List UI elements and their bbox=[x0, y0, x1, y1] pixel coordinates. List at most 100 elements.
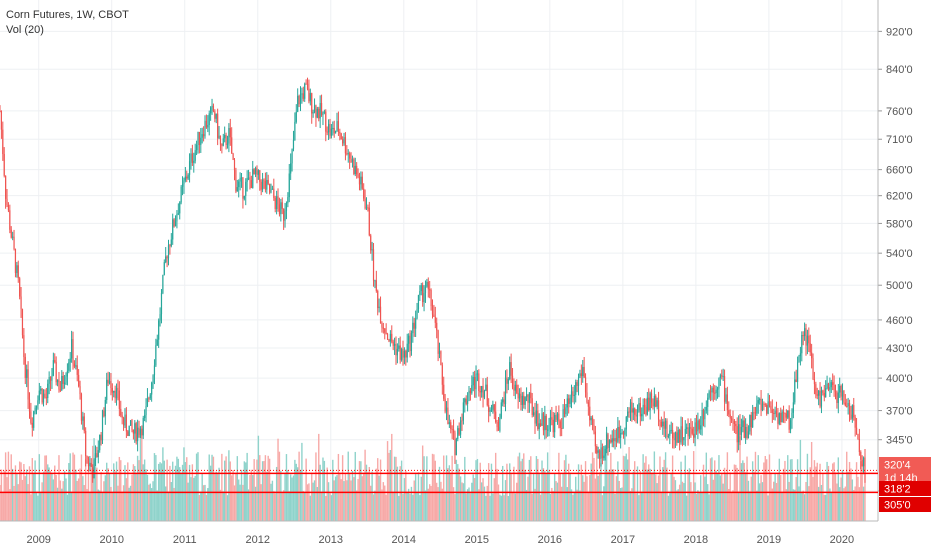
candle-body bbox=[618, 426, 620, 439]
volume-bar bbox=[100, 472, 102, 521]
candle-body bbox=[590, 417, 592, 421]
candle-body bbox=[596, 446, 598, 453]
volume-bar bbox=[423, 456, 425, 521]
candle-body bbox=[344, 137, 347, 154]
volume-bar bbox=[398, 495, 400, 521]
volume-bar bbox=[242, 484, 244, 521]
volume-bar bbox=[758, 483, 761, 521]
volume-bar bbox=[118, 456, 121, 521]
volume-bar bbox=[16, 473, 18, 521]
candle-body bbox=[117, 387, 119, 391]
volume-bar bbox=[296, 467, 299, 521]
candle-body bbox=[646, 397, 648, 415]
volume-bar bbox=[54, 465, 56, 521]
volume-bar bbox=[636, 466, 639, 521]
candle-body bbox=[733, 421, 735, 424]
volume-bar bbox=[466, 489, 469, 521]
volume-bar bbox=[315, 452, 317, 521]
candle-body bbox=[530, 392, 532, 399]
volume-bar bbox=[830, 492, 832, 521]
volume-bar bbox=[473, 478, 476, 521]
candle-body bbox=[827, 383, 830, 390]
volume-bar bbox=[410, 486, 413, 521]
axes: 305'0 345'0 370'0 400'0 430'0 460'0 500'0 540'0… bbox=[0, 0, 913, 546]
candle-body bbox=[280, 202, 282, 215]
candle-body bbox=[134, 423, 136, 434]
candle-body bbox=[492, 404, 494, 410]
candle-body bbox=[291, 148, 293, 164]
volume-bar bbox=[110, 486, 112, 521]
candle-body bbox=[386, 333, 389, 340]
candle-body bbox=[818, 390, 820, 396]
volume-bar bbox=[538, 474, 540, 521]
volume-bar bbox=[69, 453, 71, 521]
volume-bar bbox=[760, 475, 762, 521]
volume-bar bbox=[642, 454, 644, 521]
candle-body bbox=[69, 358, 71, 363]
candle-body bbox=[756, 403, 758, 414]
candle-body bbox=[420, 285, 422, 292]
candle-body bbox=[232, 153, 234, 160]
volume-bar bbox=[128, 487, 130, 521]
volume-bar bbox=[829, 488, 831, 521]
candle-body bbox=[798, 356, 800, 363]
volume-bar bbox=[510, 474, 512, 521]
candle-body bbox=[649, 393, 651, 411]
candle-body bbox=[855, 427, 858, 435]
candle-body bbox=[829, 387, 831, 390]
volume-bar bbox=[341, 455, 344, 521]
volume-bar bbox=[789, 459, 792, 521]
volume-bar bbox=[617, 461, 619, 521]
candle-body bbox=[208, 113, 210, 125]
volume-bar bbox=[360, 461, 362, 521]
candle-body bbox=[45, 397, 47, 399]
volume-bar bbox=[850, 468, 852, 521]
y-tick-label: 400'0 bbox=[886, 373, 913, 385]
candle-body bbox=[837, 392, 839, 404]
volume-bar bbox=[605, 432, 608, 521]
candle-body bbox=[120, 408, 122, 416]
volume-bar bbox=[747, 480, 750, 521]
candle-body bbox=[413, 322, 415, 329]
price-tag bbox=[879, 497, 931, 512]
candle-body bbox=[254, 168, 257, 174]
volume-bar bbox=[476, 458, 479, 521]
volume-bar bbox=[107, 468, 109, 521]
candle-body bbox=[766, 405, 768, 414]
volume-bar bbox=[441, 488, 444, 521]
candle-body bbox=[299, 93, 302, 105]
candle-body bbox=[559, 421, 561, 429]
volume-bar bbox=[695, 493, 698, 521]
candle-body bbox=[129, 420, 132, 426]
candle-body bbox=[444, 398, 446, 412]
candle-body bbox=[72, 339, 74, 364]
volume-bar bbox=[445, 455, 448, 521]
candle-body bbox=[753, 412, 755, 414]
volume-bar bbox=[89, 491, 91, 521]
candle-body bbox=[476, 373, 479, 375]
candle-body bbox=[379, 306, 382, 324]
volume-bar bbox=[413, 480, 415, 521]
volume-bar bbox=[788, 481, 790, 521]
volume-bar bbox=[434, 460, 437, 521]
candle-body bbox=[177, 213, 179, 215]
volume-bar bbox=[252, 475, 254, 521]
candle-body bbox=[236, 187, 238, 192]
volume-bar bbox=[848, 461, 851, 521]
volume-bar bbox=[575, 476, 577, 521]
candle-body bbox=[680, 426, 682, 443]
volume-bar bbox=[280, 470, 282, 521]
volume-bar bbox=[715, 470, 717, 521]
y-tick-label: 620'0 bbox=[886, 191, 913, 203]
candle-body bbox=[496, 421, 498, 428]
volume-bar bbox=[428, 484, 431, 521]
volume-bar bbox=[746, 456, 748, 521]
candle-body bbox=[454, 432, 456, 456]
candle-body bbox=[353, 159, 355, 174]
volume-bar bbox=[385, 494, 387, 521]
candle-body bbox=[277, 196, 279, 205]
candle-body bbox=[231, 137, 233, 154]
volume-bar bbox=[610, 452, 612, 521]
